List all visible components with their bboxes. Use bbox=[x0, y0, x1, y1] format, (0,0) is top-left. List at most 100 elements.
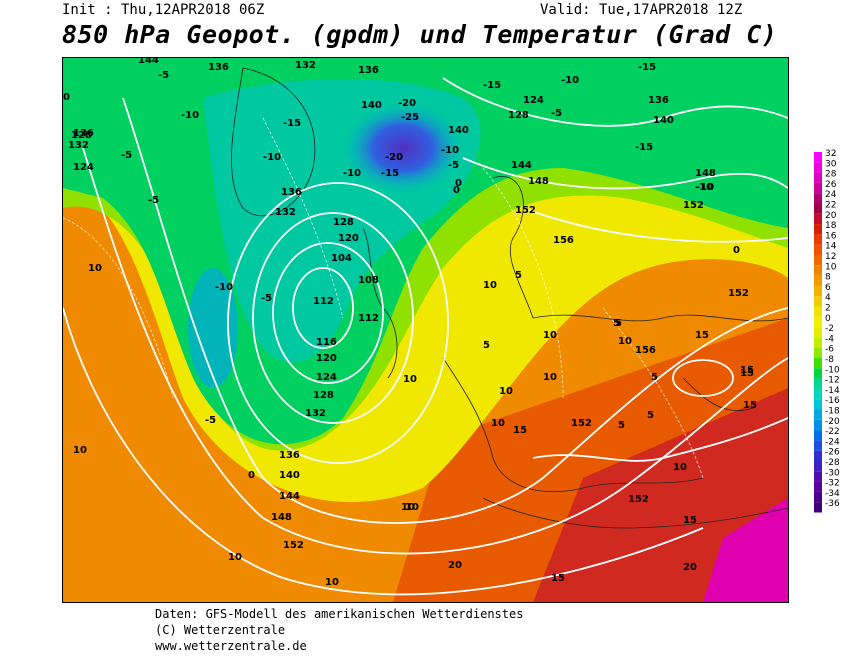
geo-label: 148 bbox=[271, 512, 292, 523]
temp-label: 10 bbox=[401, 502, 415, 513]
geo-label: 152 bbox=[683, 200, 704, 211]
temperature-labels: -5 0 -10 -5 -10 -15 -20 -25 -20 -15 -10 … bbox=[63, 62, 757, 588]
legend-label: -8 bbox=[825, 355, 834, 365]
legend-swatch bbox=[814, 296, 822, 307]
geo-label: 128 bbox=[508, 110, 529, 121]
temp-label: -10 bbox=[695, 182, 713, 193]
legend-label: 28 bbox=[825, 170, 837, 180]
legend-swatch bbox=[814, 265, 822, 276]
init-time: Init : Thu,12APR2018 06Z bbox=[62, 2, 265, 18]
temp-label: 0 bbox=[63, 92, 70, 103]
geo-label: 152 bbox=[571, 418, 592, 429]
legend-swatch bbox=[814, 193, 822, 204]
geo-label: 112 bbox=[358, 313, 379, 324]
legend-label: -6 bbox=[825, 345, 834, 355]
geopotential-isolines bbox=[63, 77, 788, 596]
temp-label: -5 bbox=[121, 150, 132, 161]
geo-label: 152 bbox=[728, 288, 749, 299]
temp-label: 10 bbox=[543, 330, 557, 341]
legend-swatch bbox=[814, 244, 822, 255]
temp-label: 0 bbox=[248, 470, 255, 481]
temp-label: 5 bbox=[483, 340, 490, 351]
geo-label: 144 bbox=[279, 491, 300, 502]
geo-label: 152 bbox=[283, 540, 304, 551]
map-title: 850 hPa Geopot. (gpdm) und Temperatur (G… bbox=[62, 20, 778, 49]
legend-swatch bbox=[814, 440, 822, 451]
legend-label: -2 bbox=[825, 324, 834, 334]
legend-swatch bbox=[814, 203, 822, 214]
geo-label: 136 bbox=[281, 187, 302, 198]
temp-label: 10 bbox=[673, 462, 687, 473]
legend-label: 26 bbox=[825, 180, 837, 190]
temp-label: 0 bbox=[455, 178, 462, 189]
legend-label: 22 bbox=[825, 201, 836, 211]
geo-label: 136 bbox=[358, 65, 379, 76]
temp-label: -10 bbox=[561, 75, 579, 86]
temp-label: -5 bbox=[261, 293, 272, 304]
legend-label: -34 bbox=[825, 489, 840, 499]
legend-label: 16 bbox=[825, 231, 837, 241]
legend-label: 10 bbox=[825, 262, 837, 272]
legend-swatch bbox=[814, 409, 822, 420]
temp-label: 15 bbox=[551, 573, 565, 584]
temp-label: -15 bbox=[381, 168, 399, 179]
legend-label: 20 bbox=[825, 211, 837, 221]
geo-label: 120 bbox=[316, 353, 337, 364]
temp-label: 15 bbox=[740, 368, 754, 379]
legend-label: -36 bbox=[825, 499, 840, 509]
temp-label: -15 bbox=[483, 80, 501, 91]
legend-swatch bbox=[814, 399, 822, 410]
temp-label: 10 bbox=[88, 263, 102, 274]
legend-label: 14 bbox=[825, 242, 837, 252]
legend-swatch bbox=[814, 213, 822, 225]
legend-label: -10 bbox=[825, 365, 840, 375]
geo-label: 128 bbox=[333, 217, 354, 228]
legend-swatch bbox=[814, 378, 822, 389]
geo-label: 140 bbox=[448, 125, 469, 136]
legend-label: -12 bbox=[825, 376, 840, 386]
temp-label: -10 bbox=[696, 182, 714, 193]
legend-swatch bbox=[814, 255, 822, 266]
legend-label: -26 bbox=[825, 448, 840, 458]
legend-swatch bbox=[814, 327, 822, 338]
footer-website: www.wetterzentrale.de bbox=[155, 639, 307, 653]
temp-label: 20 bbox=[683, 562, 697, 573]
legend-swatch bbox=[814, 419, 822, 431]
temp-label: 15 bbox=[513, 425, 527, 436]
temp-label: -10 bbox=[181, 110, 199, 121]
temp-label: -5 bbox=[205, 415, 216, 426]
geo-label: 156 bbox=[635, 345, 656, 356]
geo-label: 124 bbox=[316, 372, 337, 383]
temp-label: 15 bbox=[743, 400, 757, 411]
temp-label: 5 bbox=[613, 318, 620, 329]
geo-label: 132 bbox=[295, 60, 316, 71]
geo-label: 152 bbox=[515, 205, 536, 216]
legend-swatch bbox=[814, 182, 822, 194]
legend-label: -24 bbox=[825, 437, 840, 447]
legend-label: 32 bbox=[825, 149, 836, 159]
temp-label: -20 bbox=[385, 152, 403, 163]
temp-label: 10 bbox=[73, 445, 87, 456]
geo-label: 140 bbox=[361, 100, 382, 111]
legend-label: 2 bbox=[825, 304, 831, 314]
geo-label: 148 bbox=[695, 168, 716, 179]
legend-label: 6 bbox=[825, 283, 831, 293]
legend-swatch bbox=[814, 471, 822, 482]
cold-pocket bbox=[188, 268, 238, 388]
legend-swatch bbox=[814, 316, 822, 328]
legend-swatch bbox=[814, 461, 822, 472]
temp-label: 15 bbox=[683, 515, 697, 526]
legend-swatch bbox=[814, 358, 822, 369]
temp-label: 0 bbox=[453, 185, 460, 196]
geo-label: 136 bbox=[73, 128, 94, 139]
footer-credits: Daten: GFS-Modell des amerikanischen Wet… bbox=[155, 606, 523, 654]
map-canvas: 144 136 132 136 128 124 136 140 132 128 … bbox=[63, 58, 788, 602]
legend-label: -18 bbox=[825, 407, 840, 417]
temp-label: 10 bbox=[325, 577, 339, 588]
temp-label: -10 bbox=[343, 168, 361, 179]
temp-label: -10 bbox=[263, 152, 281, 163]
temp-field-very-hot bbox=[703, 498, 788, 602]
temp-label: 5 bbox=[515, 270, 522, 281]
temp-label: 10 bbox=[499, 386, 513, 397]
geo-label: 124 bbox=[523, 95, 544, 106]
